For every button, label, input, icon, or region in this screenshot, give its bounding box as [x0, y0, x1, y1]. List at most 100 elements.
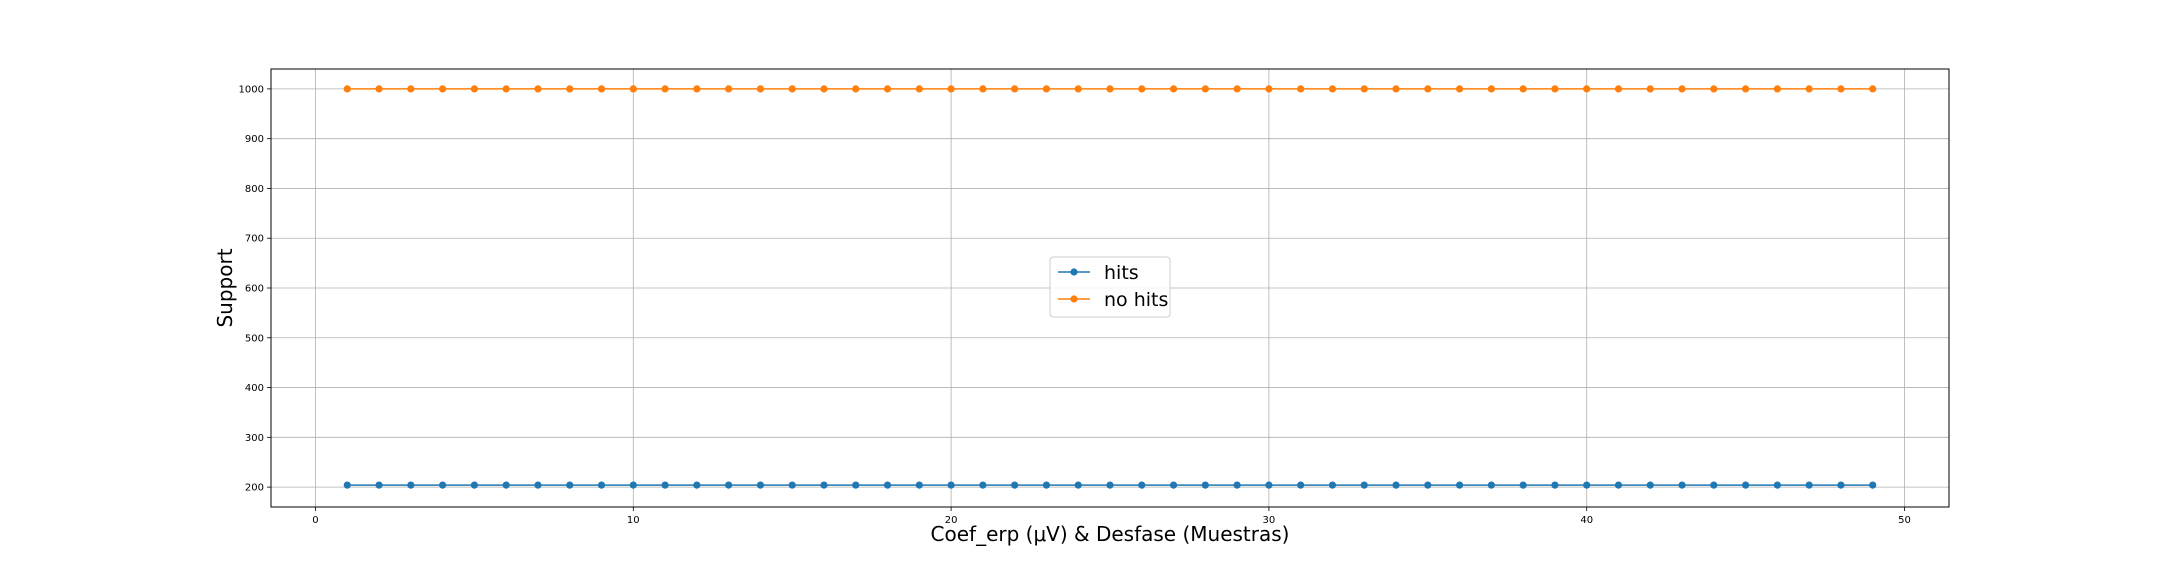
data-point-no-hits	[1869, 85, 1877, 93]
data-point-hits	[407, 481, 415, 489]
data-point-no-hits	[502, 85, 510, 93]
data-point-no-hits	[788, 85, 796, 93]
legend: hits no hits	[1049, 256, 1171, 318]
data-point-no-hits	[947, 85, 955, 93]
data-point-no-hits	[1360, 85, 1368, 93]
data-point-no-hits	[1297, 85, 1305, 93]
data-point-hits	[597, 481, 606, 489]
x-tick-label: 50	[1898, 515, 1911, 526]
data-point-no-hits	[1678, 85, 1686, 93]
data-point-no-hits	[693, 85, 701, 93]
y-tick-label: 900	[245, 134, 264, 145]
data-point-hits	[566, 481, 574, 489]
x-tick-label: 10	[627, 515, 640, 526]
data-point-hits	[1773, 481, 1781, 489]
data-point-hits	[1360, 481, 1368, 489]
data-point-no-hits	[534, 85, 542, 93]
data-point-hits	[1392, 481, 1400, 489]
data-point-hits	[534, 481, 542, 489]
legend-marker-no-hits	[1070, 295, 1078, 303]
y-tick-label: 800	[245, 184, 264, 195]
data-point-hits	[1169, 481, 1178, 489]
data-point-hits	[1519, 481, 1527, 489]
data-point-no-hits	[1805, 85, 1813, 93]
data-point-hits	[1011, 481, 1019, 489]
data-point-no-hits	[343, 85, 351, 93]
data-point-hits	[1742, 481, 1750, 489]
data-point-no-hits	[1551, 85, 1559, 93]
data-point-hits	[629, 481, 637, 489]
y-axis-label: Support	[213, 248, 237, 327]
data-point-hits	[1805, 481, 1813, 489]
data-point-hits	[1869, 481, 1877, 489]
data-point-hits	[725, 481, 733, 489]
data-point-no-hits	[1646, 85, 1654, 93]
data-point-hits	[1614, 481, 1623, 489]
data-point-hits	[820, 481, 828, 489]
legend-entry-hits: hits	[1058, 262, 1139, 284]
legend-label-hits: hits	[1104, 262, 1139, 284]
y-tick-label: 600	[245, 284, 264, 295]
data-point-no-hits	[566, 85, 574, 93]
data-point-hits	[1106, 481, 1114, 489]
data-point-no-hits	[1106, 85, 1114, 93]
legend-label-no-hits: no hits	[1104, 289, 1168, 311]
data-point-no-hits	[1328, 85, 1337, 93]
data-point-no-hits	[1233, 85, 1241, 93]
data-point-no-hits	[1042, 85, 1051, 93]
data-point-no-hits	[1201, 85, 1209, 93]
x-tick-label: 20	[945, 515, 958, 526]
data-point-hits	[661, 481, 669, 489]
data-point-no-hits	[1074, 85, 1082, 93]
series-layer	[343, 85, 1877, 489]
data-point-hits	[693, 481, 701, 489]
data-point-no-hits	[1583, 85, 1591, 93]
data-point-no-hits	[1424, 85, 1432, 93]
data-point-no-hits	[1773, 85, 1781, 93]
data-point-no-hits	[1392, 85, 1400, 93]
y-tick-label: 700	[245, 234, 264, 245]
data-point-no-hits	[1742, 85, 1750, 93]
data-point-hits	[439, 481, 447, 489]
y-tick-label: 1000	[239, 84, 264, 95]
data-point-no-hits	[1519, 85, 1527, 93]
series-hits	[343, 481, 1877, 489]
grid	[271, 69, 1949, 507]
data-point-no-hits	[375, 85, 383, 93]
y-tick-label: 200	[245, 483, 264, 494]
data-point-hits	[947, 481, 955, 489]
data-point-no-hits	[1837, 85, 1845, 93]
data-point-no-hits	[597, 85, 606, 93]
y-tick-label: 300	[245, 433, 264, 444]
legend-marker-hits	[1070, 268, 1078, 276]
x-tick-label: 30	[1263, 515, 1276, 526]
y-tick-label: 500	[245, 333, 264, 344]
legend-entry-no-hits: no hits	[1058, 289, 1168, 311]
data-point-no-hits	[439, 85, 447, 93]
data-point-hits	[979, 481, 987, 489]
data-point-no-hits	[883, 85, 892, 93]
data-point-hits	[883, 481, 892, 489]
data-point-hits	[375, 481, 383, 489]
x-tick-label: 40	[1580, 515, 1593, 526]
data-point-hits	[1424, 481, 1432, 489]
data-point-hits	[1042, 481, 1051, 489]
data-point-hits	[1710, 481, 1718, 489]
data-point-hits	[1551, 481, 1559, 489]
data-point-no-hits	[661, 85, 669, 93]
data-point-hits	[1074, 481, 1082, 489]
data-point-hits	[1138, 481, 1146, 489]
data-point-no-hits	[1614, 85, 1623, 93]
data-point-hits	[1455, 481, 1464, 489]
data-point-hits	[1201, 481, 1209, 489]
data-point-no-hits	[1710, 85, 1718, 93]
data-point-hits	[915, 481, 923, 489]
data-point-hits	[1678, 481, 1686, 489]
data-point-hits	[1233, 481, 1241, 489]
y-tick-label: 400	[245, 383, 264, 394]
data-point-hits	[788, 481, 796, 489]
data-point-hits	[1646, 481, 1654, 489]
data-point-no-hits	[1011, 85, 1019, 93]
x-tick-label: 0	[312, 515, 318, 526]
